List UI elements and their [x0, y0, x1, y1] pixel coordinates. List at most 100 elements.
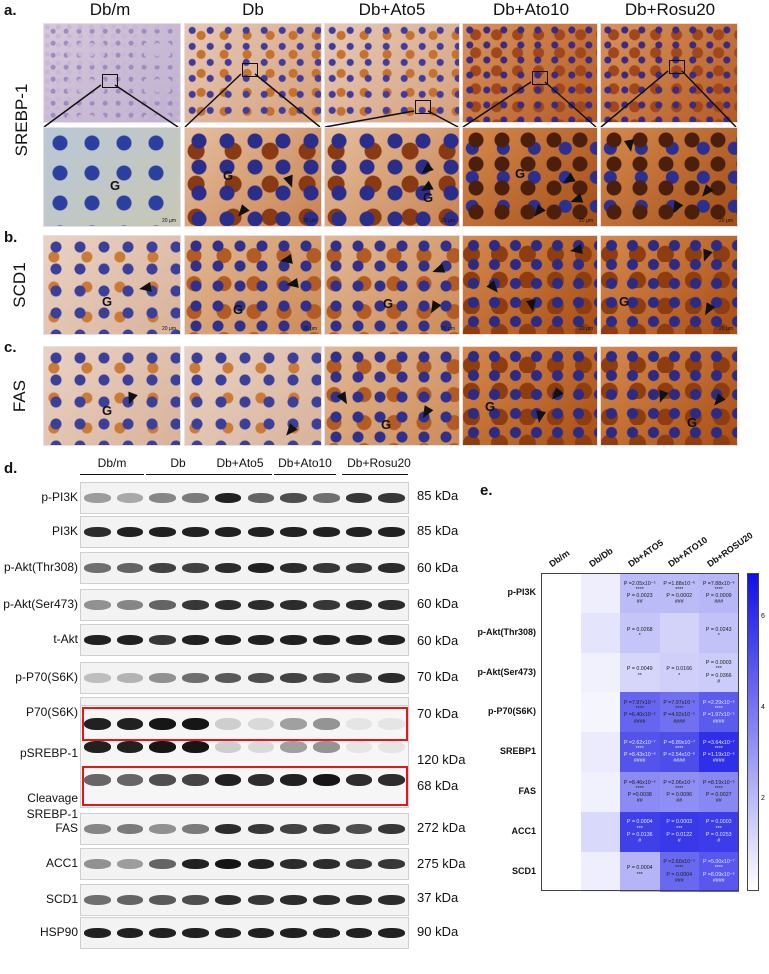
heatmap-cell: [541, 652, 581, 693]
zoom-box: [242, 63, 258, 77]
blot-band: [182, 527, 209, 537]
heatmap-cell-annotation: P =8.46x10⁻⁶ **** P =0.0038 ##: [623, 779, 656, 805]
blot-band: [247, 600, 275, 610]
blot-kda: 60 kDa: [417, 633, 459, 648]
heatmap-cell: [699, 652, 739, 693]
zoom-box: [532, 71, 548, 85]
blot-band: [214, 527, 242, 537]
blot-band: [84, 563, 111, 573]
heatmap-row-label: p-P70(S6K): [487, 706, 536, 717]
arrowhead: [279, 254, 293, 266]
arrowhead: [486, 280, 502, 296]
glomerulus-label: G: [233, 302, 244, 317]
blot-band: [214, 563, 242, 573]
blot-band: [280, 718, 307, 730]
scale-bar: 20 µm: [719, 218, 733, 224]
fas-dbm: G: [43, 346, 181, 446]
blot-band: [247, 928, 275, 938]
blot-band: [116, 928, 144, 938]
arrowhead: [526, 299, 538, 313]
heatmap-cell-annotation: P =8.19x10⁻⁶ **** P = 0.0027 ##: [702, 779, 735, 805]
blot-band: [345, 774, 373, 786]
srebp-low-ato10: [462, 23, 598, 123]
blot-band: [116, 493, 144, 503]
blot-band: [280, 895, 307, 905]
blot-band: [149, 895, 177, 905]
arrowhead: [534, 410, 546, 424]
blot-kda: 120 kDa: [417, 752, 466, 767]
blot-band: [149, 600, 177, 610]
blot-band: [312, 859, 340, 869]
blot-band: [116, 859, 144, 869]
srebp-zoom-dbm: G 20 µm: [43, 127, 181, 227]
scd1-ato5: G 20 µm: [324, 235, 460, 335]
glomerulus-label: G: [423, 190, 434, 205]
row-label-scd1: SCD1: [10, 262, 29, 308]
arrowhead: [530, 204, 546, 220]
blot-band: [149, 741, 177, 753]
blot-band: [345, 493, 373, 503]
heatmap-cell: [659, 772, 700, 813]
blot-band: [84, 635, 111, 645]
heatmap-cell: [659, 811, 700, 853]
blot-label: ACC1: [45, 856, 78, 870]
blot-band: [149, 527, 177, 537]
heatmap-cell-annotation: P =2.62x10⁻⁷ **** P =8.43x10⁻⁶ ####: [623, 739, 656, 765]
blot-band: [84, 673, 111, 683]
arrowhead: [430, 263, 446, 277]
blot-group-line: [274, 474, 336, 475]
blot-band: [182, 741, 209, 753]
blot-band: [214, 895, 242, 905]
heatmap-row-label: SREBP1: [499, 746, 536, 757]
srebp-zoom-rosu20: 20 µm: [600, 127, 738, 227]
blot-strip-srebp: [80, 705, 409, 808]
blot-kda: 275 kDa: [417, 856, 466, 871]
blot-band: [149, 824, 177, 834]
heatmap-row-label: FAS: [518, 785, 536, 796]
heatmap-row-label: p-Akt(Thr308): [477, 626, 536, 637]
arrowhead: [569, 244, 583, 256]
blot-label: HSP90: [39, 925, 78, 939]
blot-band: [345, 527, 373, 537]
blot-kda: 60 kDa: [417, 560, 459, 575]
arrowhead: [560, 172, 576, 188]
blot-band: [84, 824, 111, 834]
arrowhead: [655, 389, 669, 405]
heatmap-cell: [541, 732, 581, 773]
blot-band: [214, 493, 242, 503]
blot-band: [345, 859, 373, 869]
blot-band: [378, 493, 405, 503]
blot-band: [182, 824, 209, 834]
heatmap-cell-annotation: P =7.97x10⁻⁶ **** P =6.40x10⁻⁶ ####: [623, 699, 656, 725]
blot-band: [214, 635, 242, 645]
heatmap-cell: [580, 772, 621, 813]
blot-band: [378, 635, 405, 645]
blot-band: [182, 493, 209, 503]
blot-band: [345, 718, 373, 730]
heatmap-cell: [541, 573, 581, 614]
blot-band: [182, 563, 209, 573]
blot-label: t-Akt: [53, 632, 78, 646]
blot-band: [84, 928, 111, 938]
blot-band: [345, 928, 373, 938]
scale-bar: 20 µm: [162, 218, 176, 224]
col-head-ato10: Db+Ato10: [492, 0, 570, 19]
blot-band: [247, 527, 275, 537]
scd1-dbm: G 20 µm: [43, 235, 181, 335]
heatmap-cell: [580, 573, 621, 614]
blot-band: [247, 718, 275, 730]
blot-label: Cleavage SREBP-1: [26, 791, 78, 821]
blot-band: [214, 928, 242, 938]
blot-band: [345, 741, 373, 753]
blot-band: [247, 563, 275, 573]
blot-group-ato10: Db+Ato10: [278, 456, 332, 470]
blot-band: [116, 600, 144, 610]
colorbar-tick: 6: [761, 613, 765, 621]
blot-band: [378, 824, 405, 834]
scale-bar: 20 µm: [303, 218, 317, 224]
blot-band: [84, 527, 111, 537]
heatmap-row-label: p-Akt(Ser473): [477, 666, 536, 677]
blot-band: [280, 527, 307, 537]
heatmap-cell: [620, 573, 660, 614]
blot-band: [116, 673, 144, 683]
